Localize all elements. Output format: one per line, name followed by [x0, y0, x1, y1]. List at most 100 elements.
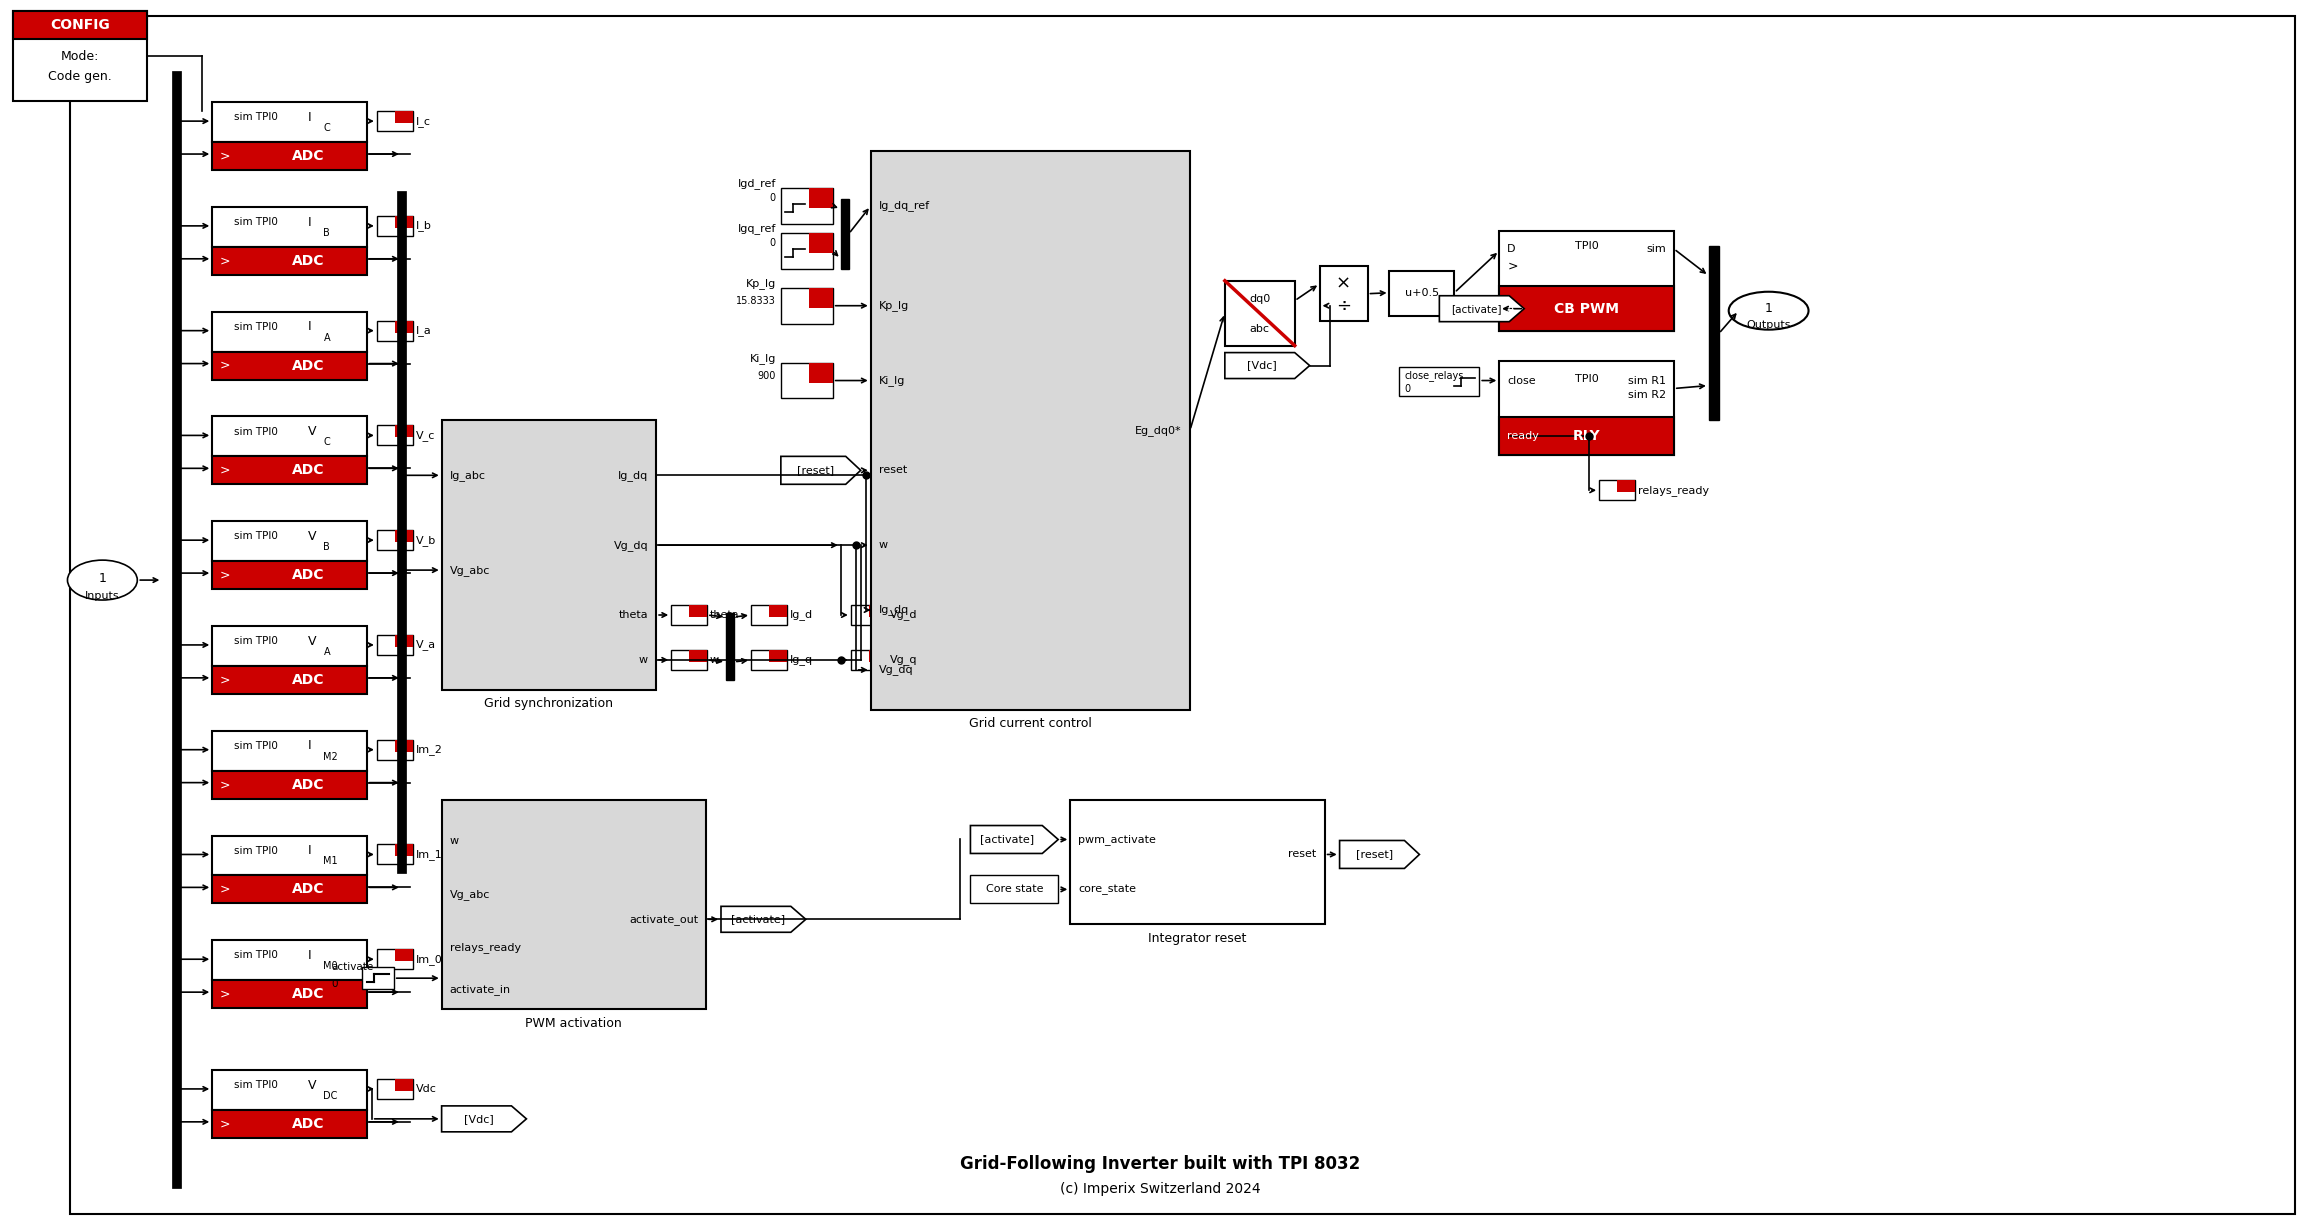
Text: Ig_abc: Ig_abc [450, 470, 484, 481]
Text: Ig_dq_ref: Ig_dq_ref [879, 201, 930, 212]
Bar [1599, 480, 1634, 500]
Text: w: w [640, 655, 649, 665]
Text: Integrator reset: Integrator reset [1147, 932, 1247, 944]
Text: ADC: ADC [292, 778, 325, 792]
Text: TPI0: TPI0 [1574, 241, 1599, 251]
Text: TPI0: TPI0 [1574, 373, 1599, 384]
Bar [378, 426, 413, 446]
Bar [394, 949, 413, 961]
Bar [751, 650, 786, 670]
Text: w: w [879, 540, 888, 550]
Bar [394, 215, 413, 228]
Bar [394, 531, 413, 542]
Text: activate_in: activate_in [450, 984, 510, 995]
Bar [213, 311, 366, 352]
Text: >: > [220, 673, 229, 687]
Bar [213, 627, 366, 666]
Text: activate: activate [331, 963, 373, 972]
Text: Ig_q: Ig_q [790, 655, 814, 665]
Text: [Vdc]: [Vdc] [464, 1114, 494, 1124]
Bar [726, 613, 735, 680]
Text: [reset]: [reset] [1356, 849, 1393, 859]
Bar [378, 111, 413, 130]
Text: B: B [325, 228, 329, 238]
Bar [213, 102, 366, 142]
Text: Vg_d: Vg_d [890, 609, 918, 620]
Text: >: > [220, 778, 229, 792]
Text: Vg_dq: Vg_dq [614, 539, 649, 550]
Text: ADC: ADC [292, 1117, 325, 1131]
Text: >: > [220, 149, 229, 162]
Ellipse shape [1729, 292, 1808, 330]
Text: B: B [325, 542, 329, 553]
Text: D: D [1507, 244, 1516, 254]
Text: V: V [308, 1078, 318, 1092]
Text: sim: sim [1646, 244, 1667, 254]
Text: w: w [709, 655, 719, 665]
Text: close_relays: close_relays [1405, 371, 1465, 382]
Text: u+0.5: u+0.5 [1405, 288, 1439, 298]
Polygon shape [971, 826, 1059, 853]
Bar [213, 1110, 366, 1137]
Text: ADC: ADC [292, 463, 325, 478]
Text: 900: 900 [758, 371, 777, 380]
Bar [213, 352, 366, 379]
Text: Vdc: Vdc [415, 1085, 436, 1094]
Text: Ki_Ig: Ki_Ig [749, 353, 777, 364]
Text: theta: theta [619, 611, 649, 620]
Text: [reset]: [reset] [797, 465, 834, 475]
Text: Ki_Ig: Ki_Ig [879, 375, 904, 387]
Text: sim TPI0: sim TPI0 [234, 112, 278, 122]
Text: relays_ready: relays_ready [450, 942, 522, 953]
Bar [851, 650, 885, 670]
Bar [1500, 361, 1674, 455]
Bar [770, 604, 786, 617]
Text: V_b: V_b [415, 534, 436, 545]
Text: sim TPI0: sim TPI0 [234, 636, 278, 646]
Bar [1388, 271, 1453, 315]
Polygon shape [443, 1105, 526, 1131]
Text: 0: 0 [770, 238, 777, 247]
Bar [213, 836, 366, 875]
Bar [12, 11, 148, 39]
Text: ×: × [1335, 275, 1351, 293]
Text: >: > [220, 359, 229, 372]
Text: DC: DC [325, 1091, 338, 1101]
Text: Kp_Ig: Kp_Ig [746, 278, 777, 289]
Bar [971, 875, 1059, 904]
Bar [688, 650, 707, 662]
Text: V_c: V_c [415, 430, 436, 441]
Text: >: > [220, 1118, 229, 1130]
Bar [213, 940, 366, 980]
Text: ADC: ADC [292, 987, 325, 1001]
Text: Code gen.: Code gen. [49, 70, 111, 82]
Text: Vg_q: Vg_q [890, 655, 918, 665]
Text: sim TPI0: sim TPI0 [234, 532, 278, 542]
Text: Ig_d: Ig_d [790, 609, 814, 620]
Text: [Vdc]: [Vdc] [1247, 361, 1277, 371]
Bar [751, 604, 786, 625]
Bar [213, 1070, 366, 1110]
Text: I: I [308, 740, 311, 752]
Text: 1: 1 [1764, 302, 1773, 315]
Text: I_c: I_c [415, 116, 431, 127]
Bar [672, 604, 707, 625]
Text: CONFIG: CONFIG [51, 18, 109, 32]
Bar [443, 421, 656, 689]
Text: theta: theta [709, 611, 739, 620]
Bar [872, 151, 1189, 710]
Bar [869, 604, 885, 617]
Bar [809, 233, 832, 252]
Text: ADC: ADC [292, 254, 325, 268]
Bar [378, 320, 413, 341]
Bar [781, 188, 832, 224]
Text: ready: ready [1507, 431, 1539, 442]
Text: Im_1: Im_1 [415, 849, 443, 860]
Text: sim TPI0: sim TPI0 [234, 846, 278, 856]
Bar [213, 247, 366, 275]
Bar [781, 363, 832, 399]
Text: relays_ready: relays_ready [1639, 485, 1708, 496]
Bar [394, 635, 413, 648]
Bar [213, 416, 366, 457]
Bar [809, 363, 832, 383]
